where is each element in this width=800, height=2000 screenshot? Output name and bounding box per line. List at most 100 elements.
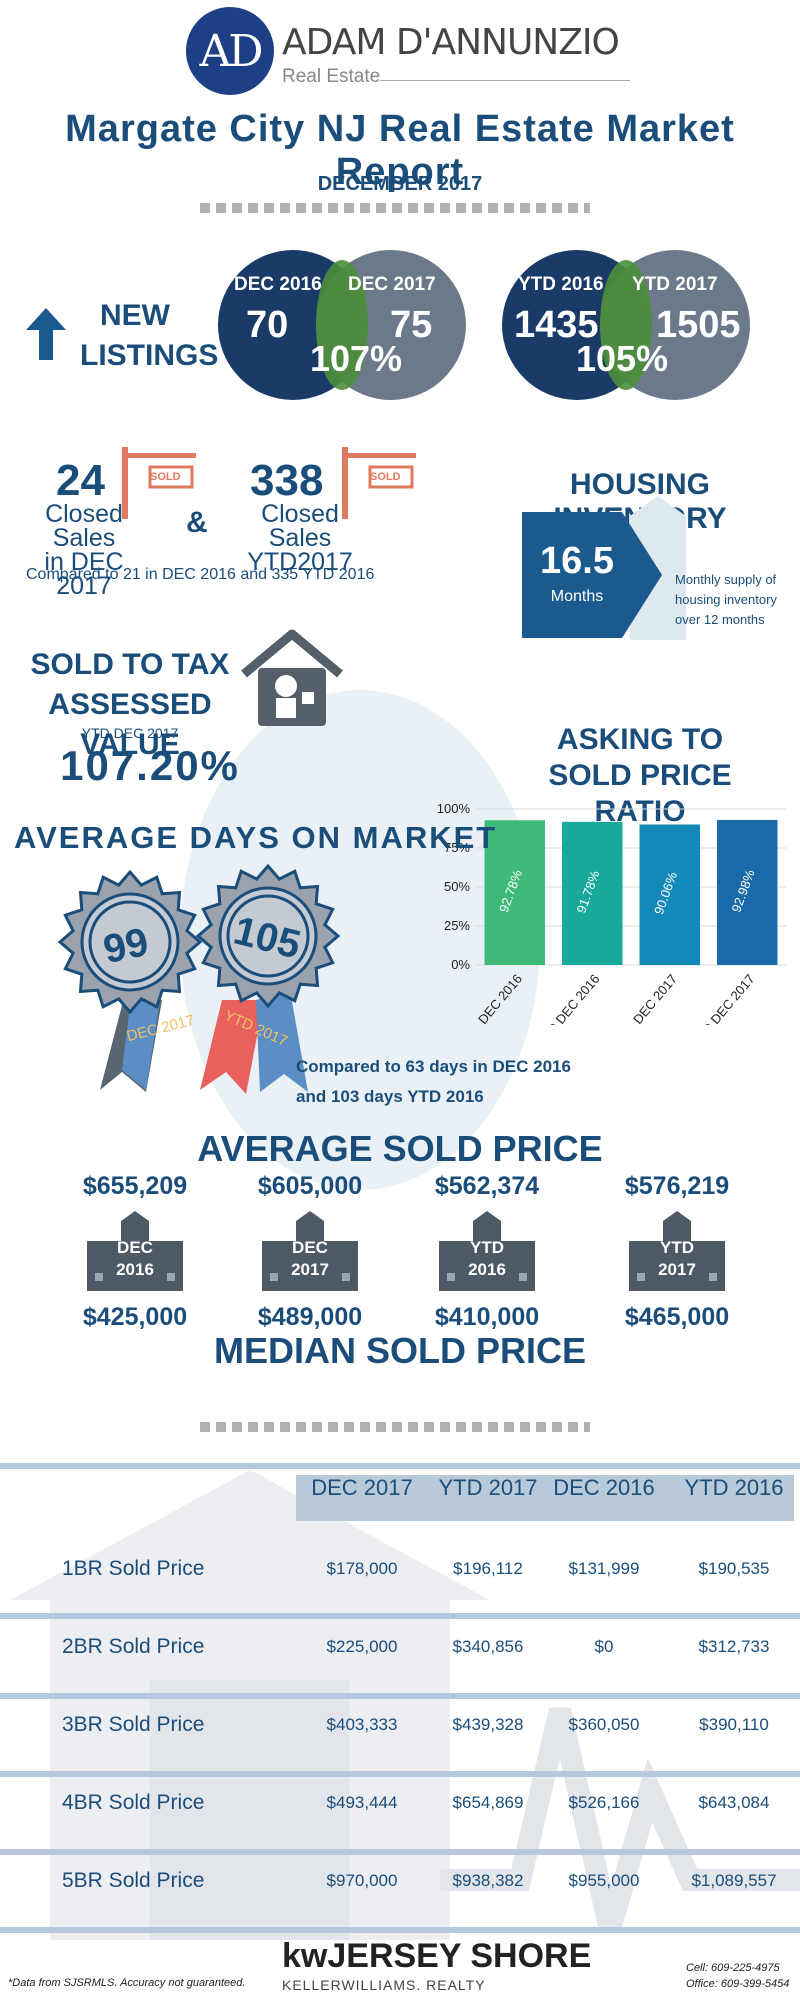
table-cell: $1,089,557 [691,1871,777,1890]
brand-divider [380,80,630,81]
table-row-label: 5BR Sold Price [62,1869,205,1892]
x-tick-label: DEC 2017 [630,971,680,1025]
y-tick-label: 25% [444,918,470,933]
closed-sales-compare: Compared to 21 in DEC 2016 and 335 YTD 2… [26,566,375,583]
housing-inventory-unit: Months [550,588,604,605]
table-header [296,1475,794,1521]
x-tick-label: YTD DEC 2016 [533,971,602,1025]
building-icon: YTD 2017 [629,1211,725,1291]
bar [717,819,778,965]
x-tick-label: DEC 2016 [475,971,525,1025]
dotted-divider [200,1422,590,1432]
seal-badge-icon [195,863,341,1009]
sold-sign-text: SOLD [150,471,181,483]
asking-to-sold-title: ASKING TO SOLD PRICE RATIO [548,723,732,828]
table-cell: $970,000 [326,1871,398,1890]
ampersand: & [186,506,208,539]
table-row-label: 4BR Sold Price [62,1791,205,1814]
price-column: $576,219 YTD 2017 $465,000 [592,1172,762,1332]
new-listings-monthly-venn: DEC 2016 DEC 2017 70 75 107% [218,250,466,400]
price-column: $605,000 DEC 2017 $489,000 [225,1172,395,1332]
table-cell: $654,869 [452,1793,524,1812]
price-column: $655,209 DEC 2016 $425,000 [50,1172,220,1332]
median-sold-price-title: MEDIAN SOLD PRICE [213,1330,587,1371]
period-year: 2016 [116,1260,154,1279]
y-tick-label: 0% [451,957,470,972]
days-on-market-title: AVERAGE DAYS ON MARKET [14,820,498,855]
sold-to-tax-title: SOLD TO TAX ASSESSED VALUE [30,648,230,761]
median-price: $489,000 [257,1303,363,1331]
table-cell: $390,110 [699,1715,769,1734]
brand-subtitle: Real Estate [282,66,381,87]
x-tick-label: YTD DEC 2017 [688,971,757,1025]
building-watermark-icon [630,496,686,640]
office-phone: Office: 609-399-5454 [686,1978,790,1990]
price-column: $562,374 YTD 2016 $410,000 [402,1172,572,1332]
closed-sales-month-label: Closed Sales in DEC 2017 [44,500,124,600]
average-price: $562,374 [434,1172,540,1200]
table-cell: $493,444 [326,1793,398,1812]
brand-name: ADAM D'ANNUNZIO [282,22,620,63]
table-row-divider [0,1613,800,1619]
average-sold-price-title: AVERAGE SOLD PRICE [197,1128,603,1169]
sold-sign-text: SOLD [370,471,401,483]
y-tick-label: 50% [444,879,470,894]
building-icon: DEC 2017 [262,1211,358,1291]
average-price: $576,219 [624,1172,730,1200]
data-disclaimer: *Data from SJSRMLS. Accuracy not guarant… [8,1977,246,1989]
table-column-header: YTD 2017 [438,1475,538,1500]
bar [639,824,700,965]
average-price: $605,000 [257,1172,363,1200]
contact-info: Cell: 609-225-4975 Office: 609-399-5454 [686,1960,789,1992]
table-cell: $643,084 [698,1793,770,1812]
report-title: Margate City NJ Real Estate Market Repor… [65,108,735,193]
table-cell: $196,112 [453,1559,523,1578]
sold-sign-icon [342,447,416,519]
table-row-divider [0,1849,800,1855]
building-icon: DEC 2016 [87,1211,183,1291]
table-cell: $178,000 [326,1559,398,1578]
report-month: DECEMBER 2017 [317,173,483,195]
table-cell: $190,535 [698,1559,770,1578]
table-cell: $0 [594,1637,614,1656]
table-cell: $526,166 [568,1793,640,1812]
table-cell: $131,999 [568,1559,640,1578]
period-year: 2017 [658,1260,696,1279]
arrow-up-icon [26,308,66,360]
housing-inventory-value: 16.5 [540,540,614,582]
period-label: YTD [660,1238,694,1257]
housing-inventory-badge [522,512,662,638]
table-row-label: 1BR Sold Price [62,1557,205,1580]
period-label: DEC [292,1238,328,1257]
median-price: $410,000 [434,1303,540,1331]
table-row-label: 3BR Sold Price [62,1713,205,1736]
dotted-divider [200,203,590,213]
table-row-divider [0,1693,800,1699]
new-listings-ytd-venn: YTD 2016 YTD 2017 1435 1505 105% [502,250,750,400]
sold-sign-icon [122,447,196,519]
home-icon [241,629,343,726]
table-row-label: 2BR Sold Price [62,1635,205,1658]
sold-to-tax-subtitle: YTD DEC 2017 [81,725,179,741]
days-on-market-compare: Compared to 63 days in DEC 2016 and 103 … [296,1057,571,1106]
period-label: DEC [117,1238,153,1257]
table-column-header: DEC 2017 [311,1475,413,1500]
keller-williams-logo: kwJERSEY SHORE [282,1937,592,1975]
average-price: $655,209 [82,1172,188,1200]
table-cell: $955,000 [568,1871,640,1890]
days-on-market-ribbons [57,863,341,1094]
y-tick-label: 100% [437,801,471,816]
period-year: 2017 [291,1260,329,1279]
seal-badge-icon [57,869,203,1015]
sold-to-tax-value: 107.20% [60,742,240,789]
table-column-header: YTD 2016 [684,1475,784,1500]
table-row-divider [0,1771,800,1777]
period-year: 2016 [468,1260,506,1279]
new-listings-label: NEW LISTINGS [80,299,219,372]
table-cell: $312,733 [698,1637,770,1656]
building-icon: YTD 2016 [439,1211,535,1291]
table-cell: $439,328 [452,1715,524,1734]
table-column-header: DEC 2016 [553,1475,655,1500]
closed-sales-ytd-value: 338 [250,456,324,505]
